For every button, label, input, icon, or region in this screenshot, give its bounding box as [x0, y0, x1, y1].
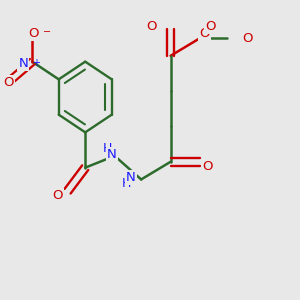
Text: +: + — [32, 58, 40, 68]
Text: O: O — [52, 189, 62, 202]
Text: H: H — [103, 142, 112, 155]
Text: N: N — [19, 57, 28, 70]
Text: O: O — [202, 160, 213, 173]
Text: −: − — [43, 27, 51, 37]
Text: N: N — [107, 148, 117, 161]
Text: O: O — [242, 32, 252, 45]
Text: O: O — [205, 20, 216, 33]
Text: O: O — [146, 18, 157, 32]
Text: N: N — [126, 171, 136, 184]
Text: O: O — [28, 27, 39, 40]
Text: O: O — [146, 20, 157, 33]
Text: O: O — [199, 27, 210, 40]
Text: H: H — [122, 177, 131, 190]
Text: O: O — [3, 76, 14, 89]
